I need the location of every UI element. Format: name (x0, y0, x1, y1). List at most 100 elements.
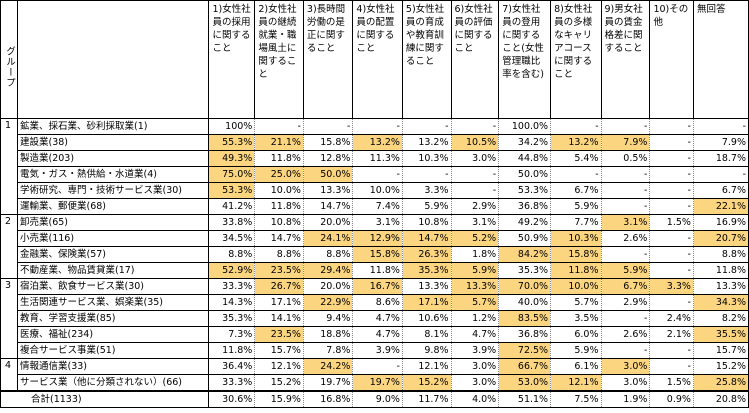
table-row: 学術研究、専門・技術サービス業(30) 53.3% 10.0% 13.3% 10.0% 3… (0, 182, 749, 199)
value-cell: - (649, 118, 694, 135)
value-cell: - (254, 118, 304, 135)
value-cell: 24.2% (303, 358, 354, 375)
total-row: 合計(1133) 30.6% 15.9% 16.8% 9.0% 11.7% 4.0% 51.1… (0, 390, 749, 408)
value-cell: 5.7% (550, 294, 602, 311)
value-cell: 7.9% (693, 134, 749, 151)
value-cell: 15.8% (352, 246, 403, 263)
value-cell: 15.7% (693, 342, 749, 359)
value-cell: 50.9% (498, 230, 552, 247)
header-row: グループ 1)女性社員の採用に関すること 2)女性社員の継続就業・職場風土に関す… (0, 0, 749, 119)
value-cell: 10.5% (451, 134, 500, 151)
value-cell: 33.3% (208, 374, 256, 392)
value-cell: 53.3% (208, 182, 256, 199)
value-cell: 22.1% (693, 198, 749, 215)
industry-name: 運輸業、郵便業(68) (16, 198, 210, 215)
value-cell: 10.3% (402, 150, 452, 167)
value-cell: - (649, 166, 694, 183)
value-cell: 19.7% (352, 374, 403, 392)
industry-name: 宿泊業、飲食サービス業(30) (16, 278, 210, 295)
value-cell: 6.7% (601, 278, 651, 295)
value-cell: 18.8% (303, 326, 354, 343)
value-cell: 9.4% (303, 310, 354, 327)
value-cell: 13.2% (352, 134, 403, 151)
value-cell: 10.8% (254, 214, 304, 231)
value-cell: 3.3% (402, 182, 452, 199)
value-cell: 8.8% (693, 246, 749, 263)
value-cell: 15.8% (550, 246, 602, 263)
value-cell: 0.5% (601, 150, 651, 167)
value-cell: 5.9% (550, 198, 602, 215)
value-cell: 13.2% (550, 134, 602, 151)
industry-name: 卸売業(65) (16, 214, 210, 231)
value-cell: 5.7% (451, 294, 500, 311)
value-cell: 2.1% (649, 326, 694, 343)
table-row: 3 宿泊業、飲食サービス業(30) 33.3% 26.7% 20.0% 16.7% 13.3… (0, 278, 749, 295)
value-cell: 33.8% (208, 214, 256, 231)
value-cell: 7.7% (550, 214, 602, 231)
industry-name: 不動産業、物品賃貸業(17) (16, 262, 210, 279)
value-cell: - (649, 358, 694, 375)
value-cell: 2.4% (649, 310, 694, 327)
industry-name: 学術研究、専門・技術サービス業(30) (16, 182, 210, 199)
industry-name: サービス業（他に分類されない）(66) (16, 374, 210, 392)
value-cell: 23.5% (254, 326, 304, 343)
value-cell: 7.9% (601, 134, 651, 151)
value-cell: 35.3% (402, 262, 452, 279)
table-row: 2 卸売業(65) 33.8% 10.8% 20.0% 3.1% 10.8% 3.1% 49.2… (0, 214, 749, 231)
value-cell: 11.8% (352, 262, 403, 279)
value-cell: 1.5% (649, 214, 694, 231)
category-header (16, 0, 210, 119)
value-cell: 75.0% (208, 166, 256, 183)
value-cell: - (601, 198, 651, 215)
table-row: 4 情報通信業(33) 36.4% 12.1% 24.2% -12.1% 3.0% 66.7%… (0, 358, 749, 375)
industry-name: 生活関連サービス業、娯楽業(35) (16, 294, 210, 311)
value-cell: - (550, 166, 602, 183)
value-cell: 11.8% (254, 198, 304, 215)
value-cell: 3.0% (451, 150, 500, 167)
value-cell: 2.6% (601, 230, 651, 247)
value-cell: 83.5% (498, 310, 552, 327)
value-cell: 35.5% (693, 326, 749, 343)
group-number: 4 (0, 358, 18, 375)
value-cell: 12.9% (352, 230, 403, 247)
value-cell: 29.4% (303, 262, 354, 279)
value-cell: 10.0% (352, 182, 403, 199)
value-cell: 26.3% (402, 246, 452, 263)
table-row: 教育、学習支援業(85) 35.3% 14.1% 9.4% 4.7% 10.6% 1.2% 8… (0, 310, 749, 327)
total-value-cell: 51.1% (498, 390, 552, 408)
value-cell: 40.0% (498, 294, 552, 311)
value-cell: - (649, 182, 694, 199)
group-number (0, 182, 18, 199)
value-cell: 50.0% (303, 166, 354, 183)
value-cell: 53.0% (498, 374, 552, 392)
col-header-7: 7)女性社員の登用に関すること(女性管理職比率を含む) (498, 0, 552, 119)
value-cell: 7.8% (303, 342, 354, 359)
value-cell: 10.3% (550, 230, 602, 247)
industry-name: 複合サービス事業(51) (16, 342, 210, 359)
industry-name: 製造業(203) (16, 150, 210, 167)
value-cell: 13.2% (402, 134, 452, 151)
total-value-cell: 4.0% (451, 390, 500, 408)
value-cell: 34.3% (693, 294, 749, 311)
value-cell: - (601, 182, 651, 199)
table-row: 小売業(116) 34.5% 14.7% 24.1% 12.9% 14.7% 5.2% 50.… (0, 230, 749, 247)
value-cell: 5.9% (451, 262, 500, 279)
value-cell: 3.1% (601, 214, 651, 231)
col-header-4: 4)女性社員の配置に関すること (352, 0, 403, 119)
value-cell: 55.3% (208, 134, 256, 151)
value-cell: 11.3% (352, 150, 403, 167)
total-value-cell: 7.5% (550, 390, 602, 408)
value-cell: 11.8% (208, 342, 256, 359)
value-cell: 66.7% (498, 358, 552, 375)
value-cell: 12.1% (550, 374, 602, 392)
total-label: 合計(1133) (0, 390, 210, 408)
col-header-no-answer: 無回答 (692, 0, 749, 119)
value-cell: 4.7% (352, 326, 403, 343)
value-cell: 18.7% (693, 150, 749, 167)
value-cell: 12.1% (254, 358, 304, 375)
value-cell: 22.9% (303, 294, 354, 311)
value-cell: 13.3% (402, 278, 452, 295)
value-cell: - (649, 294, 694, 311)
value-cell: - (649, 230, 694, 247)
